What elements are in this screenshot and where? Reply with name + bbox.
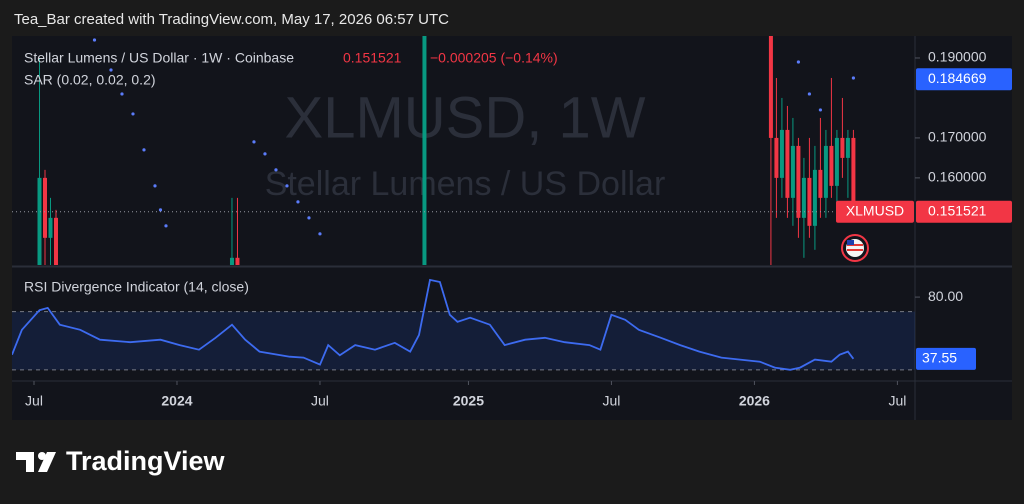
candle-body: [229, 257, 234, 265]
sar-dot: [131, 112, 135, 116]
sar-dot: [318, 232, 322, 236]
watermark: XLMUSD, 1W: [285, 85, 646, 150]
candle-body: [796, 145, 801, 218]
price-pane: [12, 36, 915, 265]
candle-body: [840, 137, 845, 158]
candle-body: [774, 137, 779, 178]
sar-dot: [252, 140, 256, 144]
rsi-title: RSI Divergence Indicator (14, close): [24, 279, 249, 295]
last-price: 0.151521: [343, 50, 402, 66]
symbol-title: Stellar Lumens / US Dollar · 1W · Coinba…: [24, 50, 294, 66]
candle-body: [790, 145, 795, 198]
candle-body: [768, 36, 773, 138]
rsi-line: [12, 278, 855, 371]
sar-dot: [851, 76, 856, 80]
sar-dot: [109, 68, 113, 72]
candle-body: [48, 217, 53, 238]
sar-dot: [818, 108, 823, 112]
sar-label: 0.184669: [928, 70, 987, 86]
watermark-subtitle: Stellar Lumens / US Dollar: [265, 165, 666, 203]
sar-dot: [263, 152, 267, 156]
rsi-value-label: 37.55: [922, 350, 957, 366]
sar-dot: [142, 148, 146, 152]
candle-body: [37, 177, 42, 265]
candle-body: [834, 137, 839, 186]
sar-dot: [796, 60, 801, 64]
brand-name: TradingView: [66, 446, 226, 476]
brand-logo: [16, 452, 56, 472]
candle-body: [42, 177, 47, 238]
y-tick-label: 0.160000: [928, 169, 987, 185]
x-tick-label: 2026: [739, 393, 770, 409]
sar-dot: [296, 200, 300, 204]
candle-body: [53, 217, 58, 265]
candle-body: [818, 169, 823, 198]
candle-body: [235, 257, 240, 265]
candle-body: [779, 129, 784, 178]
rsi-value-box: [916, 347, 976, 370]
candle-body: [801, 177, 806, 218]
y-tick-label: 0.170000: [928, 129, 987, 145]
candle-body: [812, 169, 817, 226]
x-tick-label: Jul: [25, 393, 43, 409]
chart-area: [12, 36, 1012, 420]
sar-dot: [807, 92, 812, 96]
candle-body: [823, 145, 828, 198]
credit: Tea_Bar created with TradingView.com, Ma…: [14, 11, 449, 28]
candle-body: [785, 129, 790, 198]
overlay: 0.190000 0.170000 0.160000 XLMUSD 0.151521 0.…: [25, 49, 1012, 409]
symbol-label-box: [836, 200, 914, 223]
sar-dot: [92, 38, 97, 42]
sar-dot: [307, 216, 311, 220]
candle-body: [829, 145, 834, 186]
sar-dot: [164, 224, 168, 228]
price-change: −0.000205 (−0.14%): [430, 50, 558, 66]
x-tick-label: Jul: [602, 393, 620, 409]
sar-title: SAR (0.02, 0.02, 0.2): [24, 72, 156, 88]
sar-label-box: [916, 68, 1012, 91]
x-tick-label: 2024: [161, 393, 192, 409]
candle-body: [845, 137, 850, 158]
candle-body: [422, 36, 427, 265]
price-label: 0.151521: [928, 202, 987, 218]
flag-icon: [841, 234, 869, 262]
sar-dot: [285, 184, 289, 188]
y-tick-label: 0.190000: [928, 49, 987, 65]
y-tick-label: 80.00: [928, 288, 963, 304]
x-tick-label: Jul: [311, 393, 329, 409]
sar-dot: [274, 168, 278, 172]
sar-dot: [158, 208, 163, 212]
sar-dot: [153, 184, 157, 188]
x-tick-label: Jul: [888, 393, 906, 409]
price-label-box: [916, 200, 1012, 223]
rsi-pane: [12, 278, 915, 371]
symbol-label: XLMUSD: [846, 202, 904, 218]
sar-dot: [120, 92, 124, 96]
candle-body: [807, 177, 812, 226]
candle-body: [851, 137, 856, 212]
x-tick-label: 2025: [453, 393, 484, 409]
